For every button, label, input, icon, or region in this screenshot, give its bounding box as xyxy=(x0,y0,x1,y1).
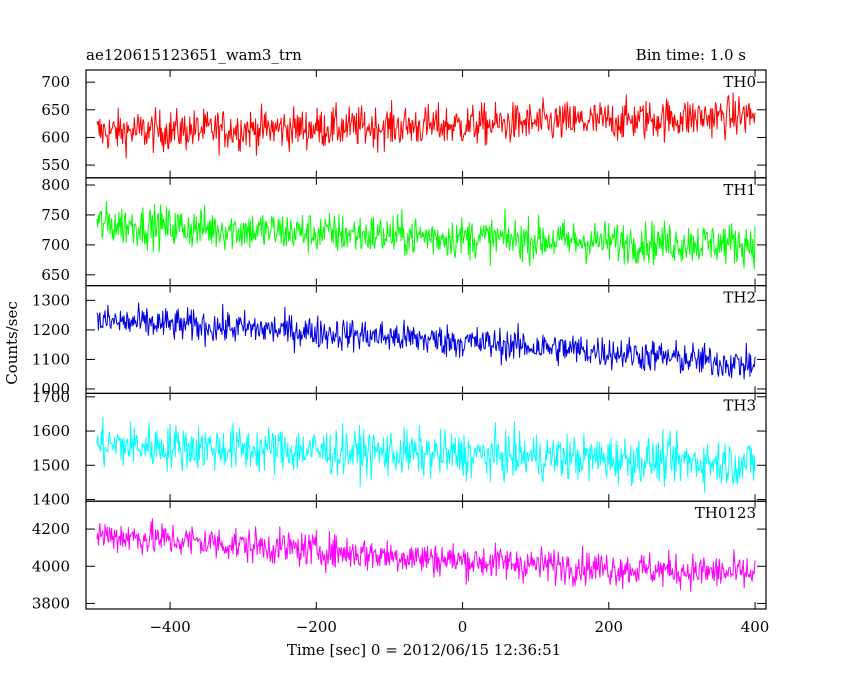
y-tick-label: 1100 xyxy=(32,350,70,368)
y-tick-label: 1500 xyxy=(32,456,70,474)
panels-group: 550 600 650 700 TH0 650 700 750 800 TH1 1000 1100 12… xyxy=(32,69,767,612)
panel-th2: 1000 1100 1200 1300 TH2 xyxy=(32,285,767,398)
panel-label: TH1 xyxy=(723,181,756,199)
panel-label: TH0123 xyxy=(695,504,756,522)
y-tick-label: 4200 xyxy=(32,520,70,538)
y-tick-label: 1300 xyxy=(32,291,70,309)
bin-time-label: Bin time: 1.0 s xyxy=(636,46,746,64)
y-tick-label: 650 xyxy=(41,101,70,119)
y-tick-label: 650 xyxy=(41,266,70,284)
y-tick-label: 700 xyxy=(41,73,70,91)
trace-th0123 xyxy=(96,518,756,592)
y-tick-label: 700 xyxy=(41,236,70,254)
y-tick-label: 1200 xyxy=(32,321,70,339)
y-tick-label: 750 xyxy=(41,206,70,224)
panel-th0: 550 600 650 700 TH0 xyxy=(41,69,767,179)
y-tick-label: 550 xyxy=(41,156,70,174)
panel-th0123: 3800 4000 4200 TH0123 xyxy=(32,500,767,612)
y-axis-label: Counts/sec xyxy=(3,301,21,385)
y-tick-label: 4000 xyxy=(32,557,70,575)
x-axis-label: Time [sec] 0 = 2012/06/15 12:36:51 xyxy=(287,641,561,659)
x-tick-label: 0 xyxy=(458,618,468,636)
y-tick-label: 1400 xyxy=(32,490,70,508)
y-tick-label: 1600 xyxy=(32,422,70,440)
panel-th3: 1400 1500 1600 1700 TH3 xyxy=(32,388,767,508)
x-tick-label: 400 xyxy=(741,618,770,636)
x-tick-label: −400 xyxy=(149,618,190,636)
x-tick-label: −200 xyxy=(296,618,337,636)
y-tick-label: 1700 xyxy=(32,388,70,406)
y-tick-label: 600 xyxy=(41,128,70,146)
trace-th1 xyxy=(96,201,756,270)
chart-title: ae120615123651_wam3_trn xyxy=(86,46,302,64)
panel-th1: 650 700 750 800 TH1 xyxy=(41,176,767,287)
panel-label: TH2 xyxy=(723,289,756,307)
y-tick-label: 800 xyxy=(41,176,70,194)
trace-th0 xyxy=(96,92,756,159)
trace-th2 xyxy=(96,302,756,380)
panel-label: TH0 xyxy=(723,73,756,91)
y-tick-label: 1000 xyxy=(32,380,70,398)
x-axis: −400 −200 0 200 400 xyxy=(149,618,769,636)
panel-label: TH3 xyxy=(723,396,756,414)
x-tick-label: 200 xyxy=(594,618,623,636)
trace-th3 xyxy=(96,417,756,493)
y-tick-label: 3800 xyxy=(32,594,70,612)
panel-frame xyxy=(85,500,767,610)
